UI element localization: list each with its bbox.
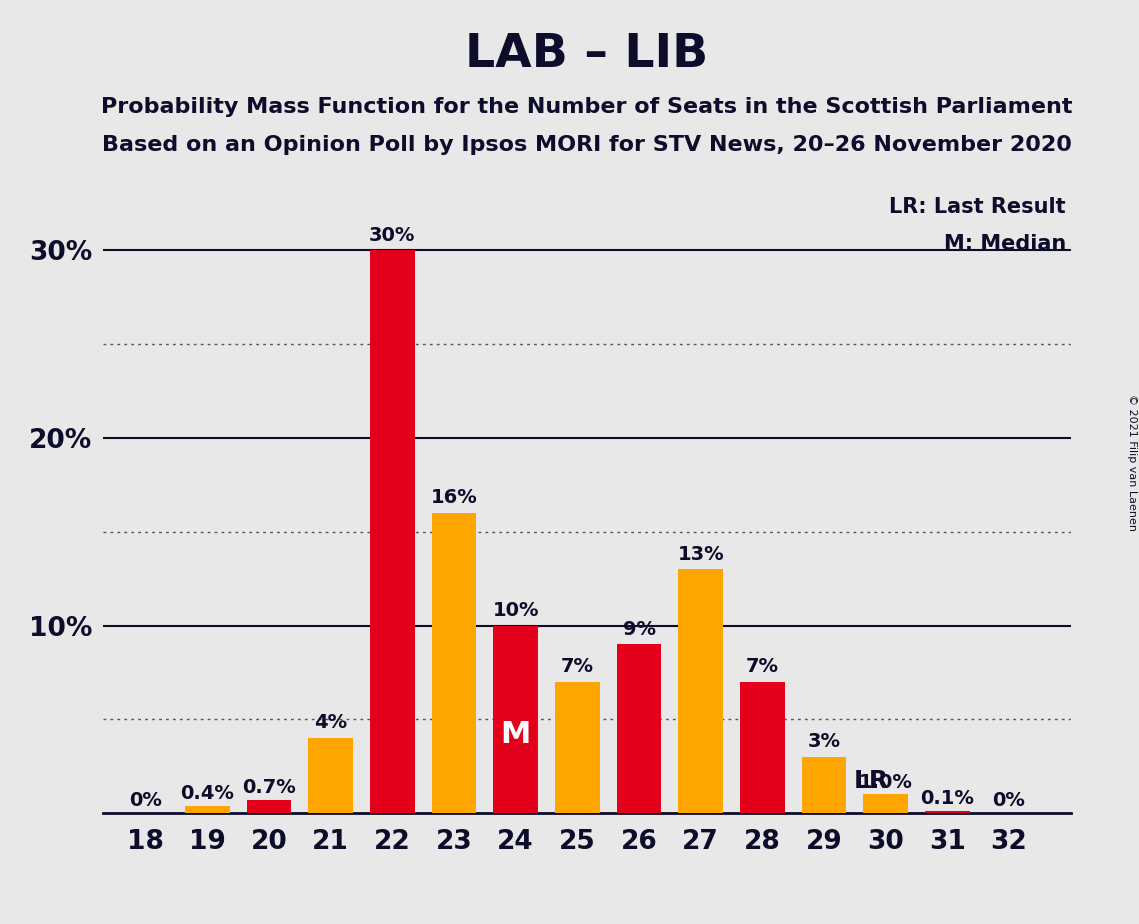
Bar — [925, 811, 969, 813]
Text: 30%: 30% — [369, 225, 416, 245]
Text: 16%: 16% — [431, 488, 477, 507]
Text: 9%: 9% — [623, 620, 656, 638]
Bar — [802, 757, 846, 813]
Text: LR: LR — [853, 769, 888, 793]
Bar — [247, 800, 292, 813]
Text: 0.7%: 0.7% — [243, 778, 296, 797]
Bar — [493, 626, 538, 813]
Text: 0.4%: 0.4% — [180, 784, 235, 803]
Text: 0.1%: 0.1% — [920, 789, 974, 808]
Text: LAB – LIB: LAB – LIB — [465, 32, 708, 78]
Text: 3%: 3% — [808, 732, 841, 751]
Bar — [432, 513, 476, 813]
Text: 4%: 4% — [314, 713, 347, 733]
Bar — [309, 738, 353, 813]
Bar — [617, 644, 662, 813]
Bar — [555, 682, 599, 813]
Text: 0%: 0% — [992, 791, 1025, 810]
Text: 0%: 0% — [129, 791, 162, 810]
Text: Probability Mass Function for the Number of Seats in the Scottish Parliament: Probability Mass Function for the Number… — [101, 97, 1072, 117]
Text: 10%: 10% — [492, 601, 539, 620]
Bar — [679, 569, 723, 813]
Bar — [863, 795, 908, 813]
Text: © 2021 Filip van Laenen: © 2021 Filip van Laenen — [1126, 394, 1137, 530]
Bar — [740, 682, 785, 813]
Text: 13%: 13% — [678, 544, 724, 564]
Bar — [370, 250, 415, 813]
Text: LR: Last Result: LR: Last Result — [890, 197, 1066, 217]
Bar — [186, 806, 230, 813]
Text: 1.0%: 1.0% — [859, 772, 912, 792]
Text: 7%: 7% — [746, 657, 779, 676]
Text: M: M — [500, 720, 531, 748]
Text: M: Median: M: Median — [943, 235, 1066, 254]
Text: 7%: 7% — [560, 657, 593, 676]
Text: Based on an Opinion Poll by Ipsos MORI for STV News, 20–26 November 2020: Based on an Opinion Poll by Ipsos MORI f… — [101, 135, 1072, 155]
